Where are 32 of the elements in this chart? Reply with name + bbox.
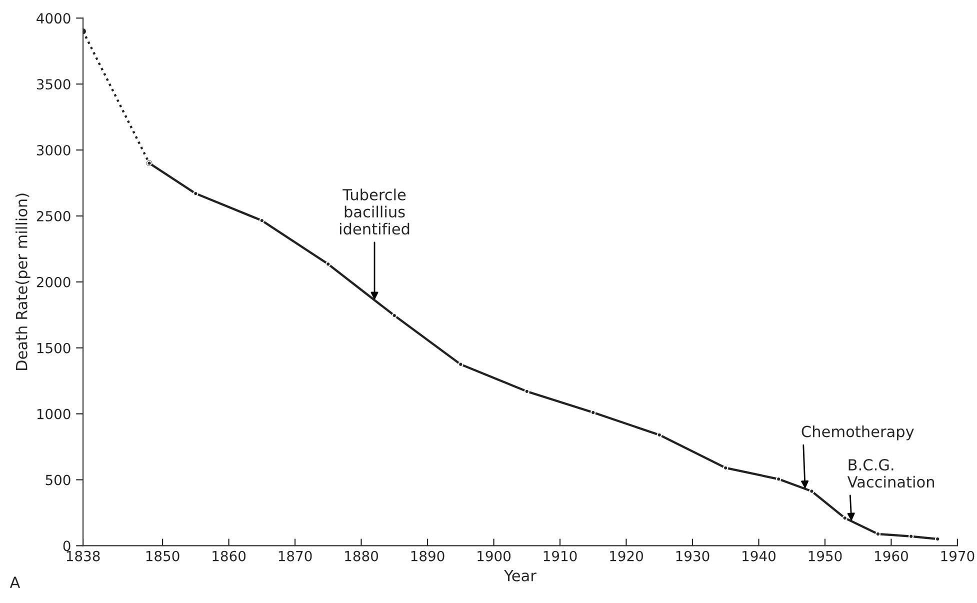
y-tick-label: 3000 [36,144,70,156]
y-tick-label: 500 [46,474,70,486]
annotation: Tubercle bacillius identified [340,188,410,235]
x-tick-label: 1838 [66,550,100,562]
text: A [10,576,20,588]
x-tick-label: 1860 [212,550,246,562]
x-tick-label: 1960 [875,550,908,562]
x-tick-label: 1880 [345,550,378,562]
y-axis-title: Death Rate(per million) [16,194,30,370]
y-tick-label: 4000 [36,13,70,24]
point [326,261,331,267]
x-tick-label: 1910 [544,550,577,562]
y-tick-label: 1000 [37,408,70,420]
x-tick-label: 1900 [478,550,511,562]
point [458,362,464,367]
x-axis-title: Year [504,570,536,582]
point [392,312,397,318]
x-tick-label: 1970 [941,550,974,562]
annotation: B.C.G. Vaccination [847,459,934,488]
annotation: Chemotherapy [802,425,914,440]
x-tick-label: 1890 [411,550,444,562]
x-tick-label: 1870 [278,550,312,562]
x-tick-label: 1950 [808,550,842,562]
y-tick-label: 0 [63,540,70,552]
x-tick-label: 1940 [742,550,776,562]
y-tick-label: 1500 [37,342,70,354]
x-tick-label: 1850 [146,550,180,562]
y-tick-label: 2000 [36,276,70,288]
y-tick-label: 2500 [36,210,70,222]
y-tick-label: 3500 [36,79,70,90]
x-tick-label: 1930 [676,550,710,562]
x-tick-label: 1920 [610,550,643,562]
